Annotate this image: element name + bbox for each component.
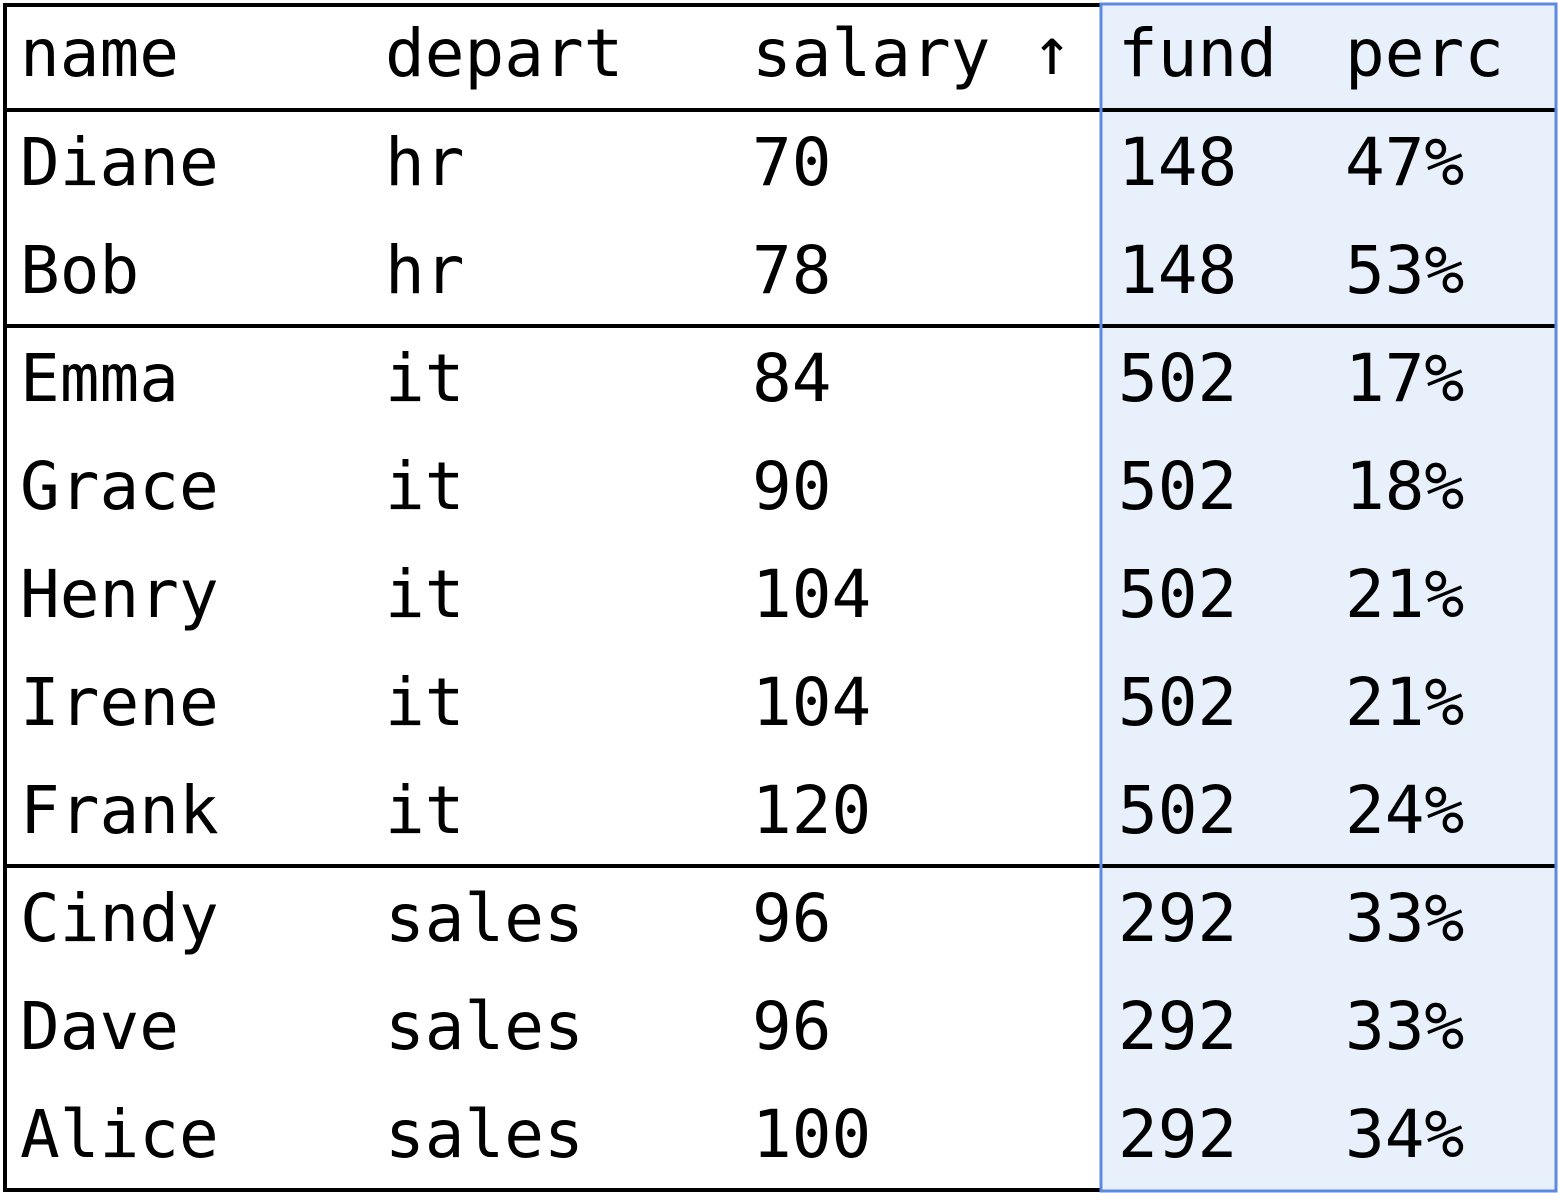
highlight-border: [1099, 2, 1558, 1193]
cell: sales: [385, 880, 584, 957]
cell: 148: [1118, 232, 1237, 309]
cell: 148: [1118, 124, 1237, 201]
cell: 104: [752, 556, 871, 633]
cell: Frank: [20, 772, 219, 849]
column-header: perc: [1345, 15, 1504, 92]
cell: 84: [752, 340, 831, 417]
cell: 33%: [1345, 988, 1464, 1065]
cell: 21%: [1345, 664, 1464, 741]
cell: 502: [1118, 556, 1237, 633]
cell: 96: [752, 988, 831, 1065]
cell: 17%: [1345, 340, 1464, 417]
cell: 100: [752, 1096, 871, 1173]
cell: 502: [1118, 340, 1237, 417]
column-header: salary: [752, 15, 990, 92]
cell: it: [385, 772, 464, 849]
cell: 24%: [1345, 772, 1464, 849]
cell: 292: [1118, 988, 1237, 1065]
cell: Cindy: [20, 880, 219, 957]
cell: 21%: [1345, 556, 1464, 633]
cell: 292: [1118, 1096, 1237, 1173]
cell: Bob: [20, 232, 139, 309]
cell: it: [385, 340, 464, 417]
cell: 292: [1118, 880, 1237, 957]
cell: Irene: [20, 664, 219, 741]
cell: it: [385, 448, 464, 525]
cell: 53%: [1345, 232, 1464, 309]
cell: 502: [1118, 772, 1237, 849]
cell: Diane: [20, 124, 219, 201]
cell: hr: [385, 124, 464, 201]
cell: Dave: [20, 988, 179, 1065]
cell: sales: [385, 1096, 584, 1173]
cell: 502: [1118, 448, 1237, 525]
sort-indicator: ↑: [1032, 13, 1072, 90]
cell: 502: [1118, 664, 1237, 741]
cell: 96: [752, 880, 831, 957]
cell: it: [385, 556, 464, 633]
cell: it: [385, 664, 464, 741]
cell: sales: [385, 988, 584, 1065]
cell: hr: [385, 232, 464, 309]
cell: Henry: [20, 556, 219, 633]
cell: 34%: [1345, 1096, 1464, 1173]
cell: Alice: [20, 1096, 219, 1173]
cell: 78: [752, 232, 831, 309]
cell: 70: [752, 124, 831, 201]
cell: 47%: [1345, 124, 1464, 201]
column-header: name: [20, 15, 179, 92]
cell: Emma: [20, 340, 179, 417]
cell: 120: [752, 772, 871, 849]
cell: 104: [752, 664, 871, 741]
cell: 33%: [1345, 880, 1464, 957]
column-header: fund: [1118, 15, 1277, 92]
cell: 90: [752, 448, 831, 525]
highlight-area: [1100, 4, 1556, 1191]
cell: 18%: [1345, 448, 1464, 525]
column-header: depart: [385, 15, 623, 92]
cell: Grace: [20, 448, 219, 525]
